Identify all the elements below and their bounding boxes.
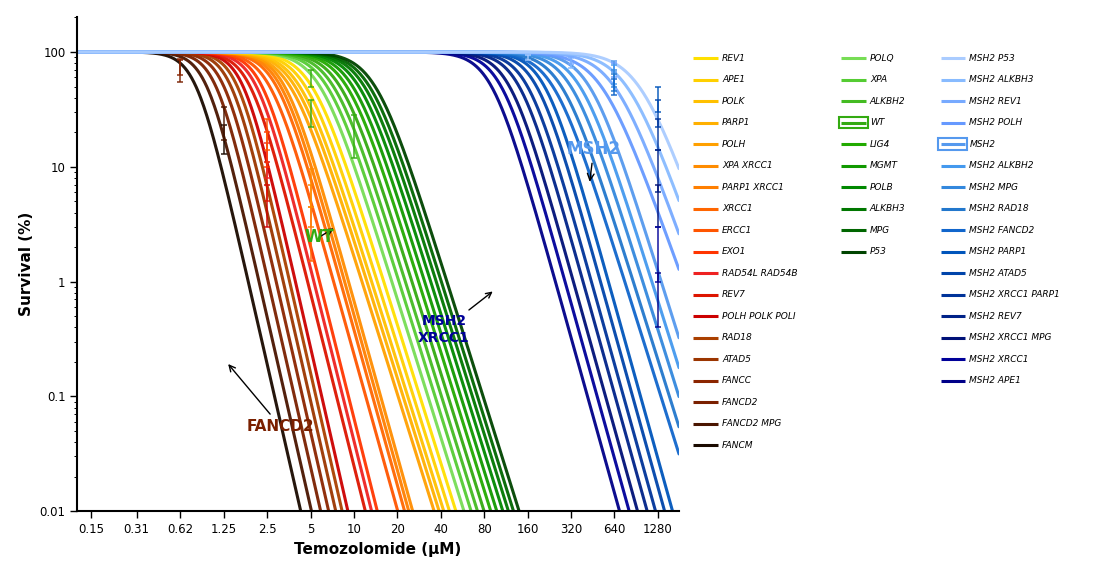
Text: RAD18: RAD18	[722, 333, 753, 342]
Text: MSH2 POLH: MSH2 POLH	[969, 118, 1022, 127]
Text: XPA XRCC1: XPA XRCC1	[722, 161, 773, 170]
Text: REV1: REV1	[722, 53, 746, 63]
Text: WT: WT	[870, 118, 884, 127]
Text: FANCD2 MPG: FANCD2 MPG	[722, 419, 782, 428]
X-axis label: Temozolomide (μM): Temozolomide (μM)	[295, 541, 461, 557]
Text: ALKBH2: ALKBH2	[870, 96, 905, 106]
Text: FANCD2: FANCD2	[722, 397, 758, 407]
Text: MSH2: MSH2	[566, 140, 620, 180]
Text: MSH2 XRCC1 PARP1: MSH2 XRCC1 PARP1	[969, 290, 1060, 299]
Text: POLB: POLB	[870, 182, 893, 192]
Text: FANCM: FANCM	[722, 440, 754, 450]
Text: ERCC1: ERCC1	[722, 225, 752, 235]
Text: MPG: MPG	[870, 225, 890, 235]
Text: MSH2 REV7: MSH2 REV7	[969, 311, 1022, 321]
Text: XPA: XPA	[870, 75, 888, 84]
Text: POLH POLK POLI: POLH POLK POLI	[722, 311, 796, 321]
Text: MSH2 FANCD2: MSH2 FANCD2	[969, 225, 1034, 235]
Text: MSH2 REV1: MSH2 REV1	[969, 96, 1022, 106]
Text: APE1: APE1	[722, 75, 745, 84]
Y-axis label: Survival (%): Survival (%)	[19, 212, 34, 317]
Text: P53: P53	[870, 247, 887, 256]
Text: MGMT: MGMT	[870, 161, 898, 170]
Text: LIG4: LIG4	[870, 139, 890, 149]
Text: WT: WT	[304, 228, 333, 246]
Text: FANCC: FANCC	[722, 376, 752, 385]
Text: ALKBH3: ALKBH3	[870, 204, 905, 213]
Text: MSH2 PARP1: MSH2 PARP1	[969, 247, 1027, 256]
Text: POLH: POLH	[722, 139, 746, 149]
Text: XRCC1: XRCC1	[722, 204, 753, 213]
Text: MSH2 APE1: MSH2 APE1	[969, 376, 1021, 385]
Text: EXO1: EXO1	[722, 247, 746, 256]
Text: POLQ: POLQ	[870, 53, 894, 63]
Text: MSH2 ATAD5: MSH2 ATAD5	[969, 268, 1027, 278]
Text: MSH2: MSH2	[969, 139, 996, 149]
Text: MSH2 MPG: MSH2 MPG	[969, 182, 1018, 192]
Text: FANCD2: FANCD2	[230, 365, 315, 434]
Text: MSH2 P53: MSH2 P53	[969, 53, 1015, 63]
Text: MSH2 RAD18: MSH2 RAD18	[969, 204, 1029, 213]
Text: MSH2 XRCC1 MPG: MSH2 XRCC1 MPG	[969, 333, 1052, 342]
Text: MSH2 XRCC1: MSH2 XRCC1	[969, 354, 1029, 364]
Text: ATAD5: ATAD5	[722, 354, 751, 364]
Text: MSH2
XRCC1: MSH2 XRCC1	[418, 292, 491, 345]
Text: MSH2 ALKBH2: MSH2 ALKBH2	[969, 161, 1033, 170]
Text: PARP1 XRCC1: PARP1 XRCC1	[722, 182, 784, 192]
Text: REV7: REV7	[722, 290, 746, 299]
Text: POLK: POLK	[722, 96, 745, 106]
Text: PARP1: PARP1	[722, 118, 751, 127]
Text: RAD54L RAD54B: RAD54L RAD54B	[722, 268, 797, 278]
Text: MSH2 ALKBH3: MSH2 ALKBH3	[969, 75, 1033, 84]
